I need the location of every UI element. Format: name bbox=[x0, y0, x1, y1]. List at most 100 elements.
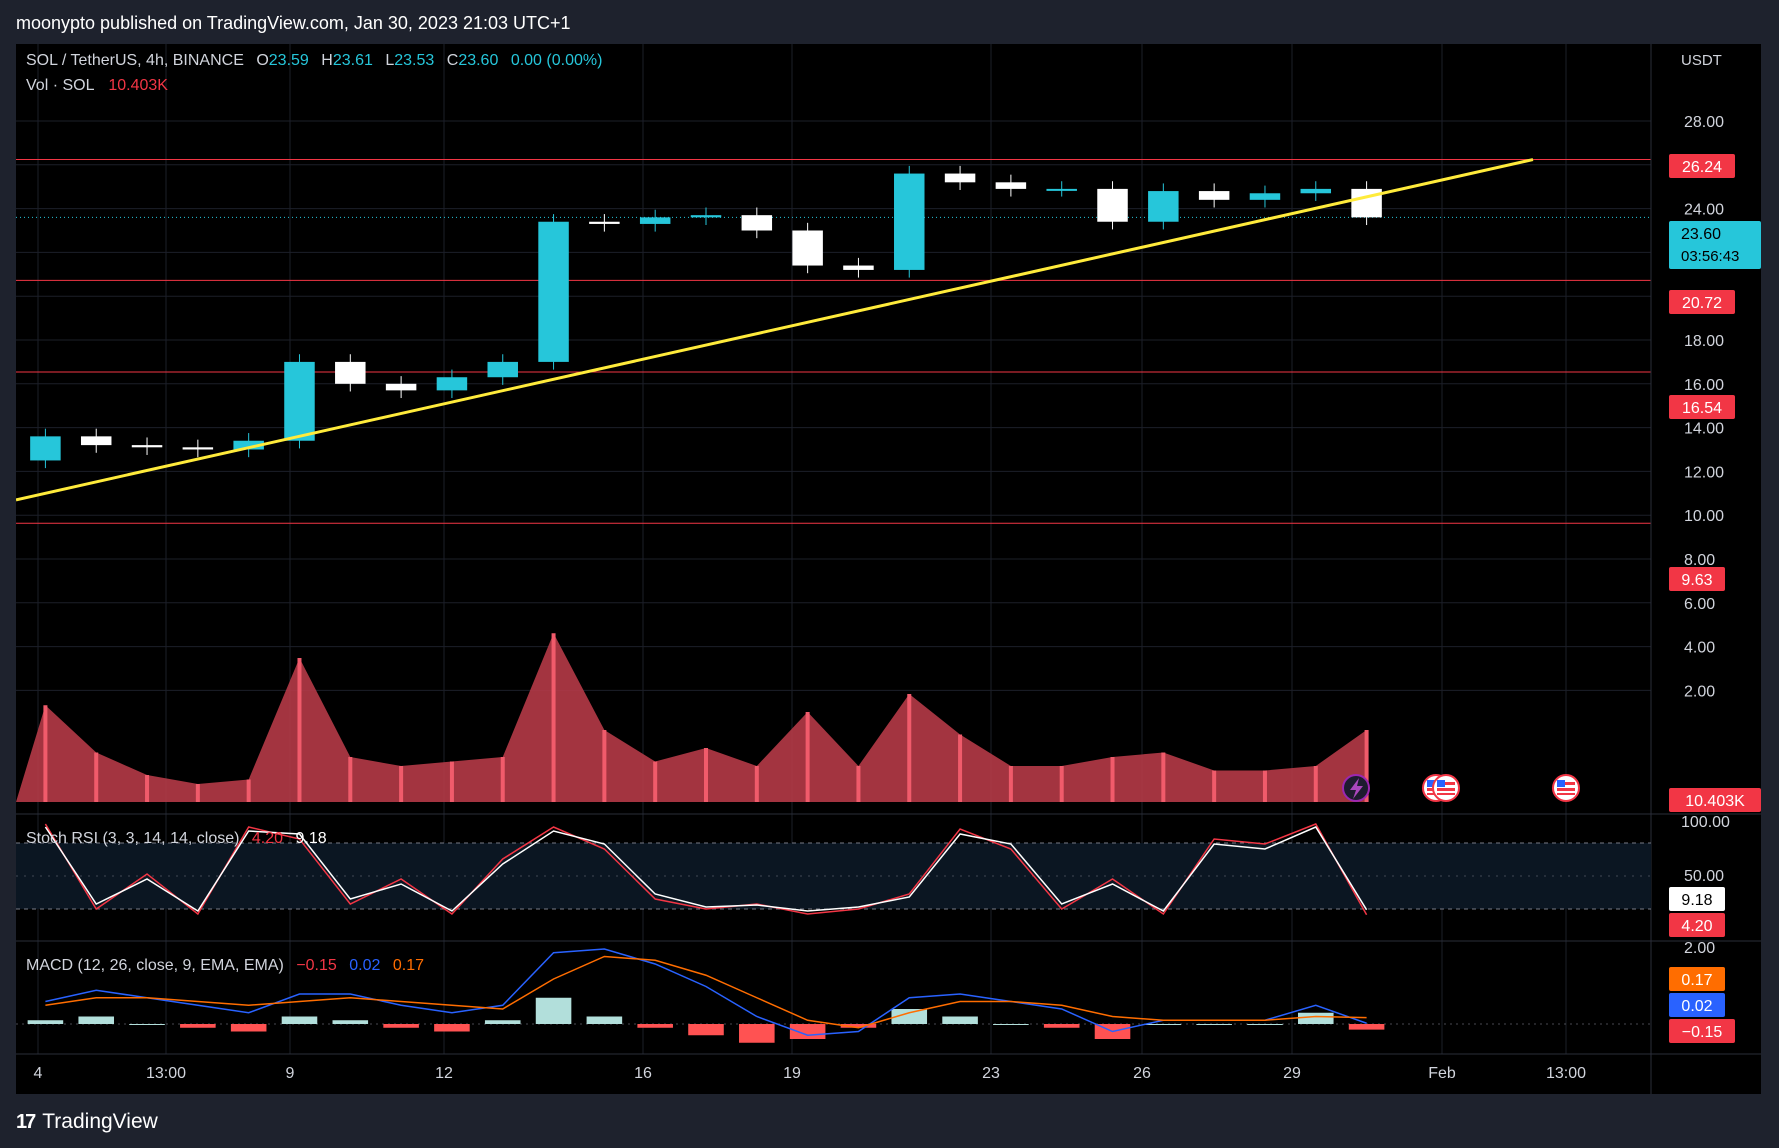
us-flag-icon[interactable] bbox=[1552, 774, 1580, 802]
price-tick: 14.00 bbox=[1684, 421, 1724, 438]
currency-label: USDT bbox=[1681, 52, 1722, 69]
candle-body bbox=[741, 215, 773, 231]
volume-bar bbox=[1313, 766, 1318, 802]
macd-tick: 2.00 bbox=[1684, 940, 1715, 957]
macd-title[interactable]: MACD (12, 26, close, 9, EMA, EMA) bbox=[26, 957, 284, 974]
macd-axis-text: 0.02 bbox=[1681, 998, 1712, 1015]
time-tick: 29 bbox=[1283, 1065, 1301, 1082]
volume-bar bbox=[297, 658, 302, 802]
volume-bar bbox=[907, 694, 912, 802]
macd-histogram-bar bbox=[484, 1020, 521, 1024]
open-label: O bbox=[256, 52, 268, 69]
horizontal-levels[interactable] bbox=[16, 159, 1651, 524]
stoch-d-line bbox=[44, 826, 1368, 913]
volume-bar bbox=[449, 761, 454, 802]
volume-bar bbox=[1364, 730, 1369, 802]
open-value: 23.59 bbox=[269, 52, 309, 69]
macd-pane[interactable] bbox=[16, 948, 1651, 1043]
volume-bar bbox=[94, 752, 99, 802]
stoch-title[interactable]: Stoch RSI (3, 3, 14, 14, close) bbox=[26, 830, 239, 847]
volume-bar bbox=[551, 633, 556, 802]
candle-body bbox=[792, 230, 823, 266]
candle-body bbox=[284, 361, 315, 441]
stoch-tick: 100.00 bbox=[1681, 814, 1730, 831]
level-label: 26.24 bbox=[1669, 154, 1735, 178]
volume-bar bbox=[246, 779, 251, 802]
candle-body bbox=[843, 265, 874, 270]
candle-body bbox=[1097, 188, 1128, 222]
candle-body bbox=[1198, 191, 1230, 200]
time-axis[interactable]: 4 13:00 9 12 16 19 23 26 29 Feb 13:00 bbox=[34, 1065, 1587, 1082]
volume-bar bbox=[43, 705, 48, 802]
macd-histogram-bar bbox=[281, 1016, 318, 1024]
candle-body bbox=[335, 361, 366, 384]
level-label-text: 20.72 bbox=[1682, 295, 1722, 312]
candle-body bbox=[131, 445, 163, 448]
time-tick: 26 bbox=[1133, 1065, 1151, 1082]
volume-bar bbox=[1059, 766, 1064, 802]
chart-canvas[interactable]: SOL / TetherUS, 4h, BINANCE O23.59 H23.6… bbox=[15, 44, 1761, 1094]
macd-histogram-bar bbox=[688, 1024, 724, 1036]
price-axis[interactable]: USDT 28.0026.0024.0022.0020.0018.0016.00… bbox=[1669, 52, 1761, 1043]
signal-line bbox=[45, 955, 1367, 1029]
macd-histogram-bar bbox=[586, 1016, 623, 1024]
volume-bar bbox=[653, 761, 658, 802]
publish-info: moonypto published on TradingView.com, J… bbox=[16, 13, 571, 33]
stoch-d-axis-text: 9.18 bbox=[1681, 892, 1712, 909]
candle-body bbox=[639, 217, 671, 224]
lightning-icon[interactable] bbox=[1342, 774, 1370, 802]
macd-histogram-bar bbox=[332, 1020, 369, 1024]
stoch-rsi-pane[interactable] bbox=[16, 823, 1651, 916]
macd-hist-axis-label: −0.15 bbox=[1669, 1019, 1735, 1043]
volume-area bbox=[16, 633, 1369, 802]
macd-histogram-bar bbox=[180, 1024, 216, 1028]
stoch-legend[interactable]: Stoch RSI (3, 3, 14, 14, close) 4.20 9.1… bbox=[26, 830, 327, 847]
candle-body bbox=[538, 221, 569, 362]
price-tick: 18.00 bbox=[1684, 333, 1724, 350]
volume-title[interactable]: Vol · SOL bbox=[26, 77, 95, 94]
svg-text:SOL / TetherUS, 4h, BINANCE: SOL / TetherUS, 4h, BINANCE O23.59 H23.6… bbox=[26, 52, 602, 69]
macd-histogram-bar bbox=[1348, 1024, 1385, 1030]
trendline[interactable] bbox=[15, 158, 1534, 502]
price-tick: 8.00 bbox=[1684, 552, 1715, 569]
price-tick: 4.00 bbox=[1684, 640, 1715, 657]
stoch-k-axis-label: 4.20 bbox=[1669, 913, 1725, 937]
time-tick: 9 bbox=[286, 1065, 295, 1082]
stoch-d-axis-label: 9.18 bbox=[1669, 887, 1725, 911]
candle-body bbox=[894, 173, 925, 270]
volume-axis-text: 10.403K bbox=[1685, 793, 1745, 810]
price-pane[interactable] bbox=[15, 120, 1651, 691]
macd-histogram-bar bbox=[434, 1024, 470, 1032]
candle-body bbox=[1148, 191, 1179, 222]
macd-histogram-bar bbox=[129, 1024, 165, 1025]
price-tick: 6.00 bbox=[1684, 596, 1715, 613]
level-label-text: 9.63 bbox=[1681, 572, 1712, 589]
last-price-text: 23.60 bbox=[1681, 226, 1721, 243]
candle-body bbox=[233, 440, 264, 450]
tradingview-logo[interactable]: 17 TradingView bbox=[16, 1110, 158, 1134]
macd-histogram-bar bbox=[1196, 1024, 1232, 1025]
main-legend[interactable]: SOL / TetherUS, 4h, BINANCE O23.59 H23.6… bbox=[26, 52, 602, 94]
macd-legend[interactable]: MACD (12, 26, close, 9, EMA, EMA) −0.15 … bbox=[26, 957, 424, 974]
time-tick: Feb bbox=[1428, 1065, 1456, 1082]
price-tick: 10.00 bbox=[1684, 508, 1724, 525]
footer-bar bbox=[0, 1094, 1779, 1148]
volume-bar bbox=[602, 730, 607, 802]
time-tick: 12 bbox=[435, 1065, 453, 1082]
price-tick: 24.00 bbox=[1684, 202, 1724, 219]
tradingview-logo-icon: 17 bbox=[16, 1110, 36, 1133]
stoch-k-axis-text: 4.20 bbox=[1681, 918, 1712, 935]
macd-hist-value: −0.15 bbox=[296, 957, 337, 974]
volume-bar bbox=[856, 766, 861, 802]
volume-axis-label: 10.403K bbox=[1669, 788, 1761, 812]
last-price-label: 23.60 03:56:43 bbox=[1669, 221, 1761, 269]
volume-bar bbox=[500, 757, 505, 802]
us-flag-icon[interactable] bbox=[1432, 774, 1460, 802]
event-icons[interactable] bbox=[1342, 774, 1580, 802]
symbol-title[interactable]: SOL / TetherUS, 4h, BINANCE bbox=[26, 52, 244, 69]
time-tick: 4 bbox=[34, 1065, 43, 1082]
chart-container[interactable]: SOL / TetherUS, 4h, BINANCE O23.59 H23.6… bbox=[15, 44, 1761, 1094]
price-gridlines bbox=[16, 120, 1651, 691]
time-tick: 23 bbox=[982, 1065, 1000, 1082]
candle-body bbox=[80, 436, 112, 446]
